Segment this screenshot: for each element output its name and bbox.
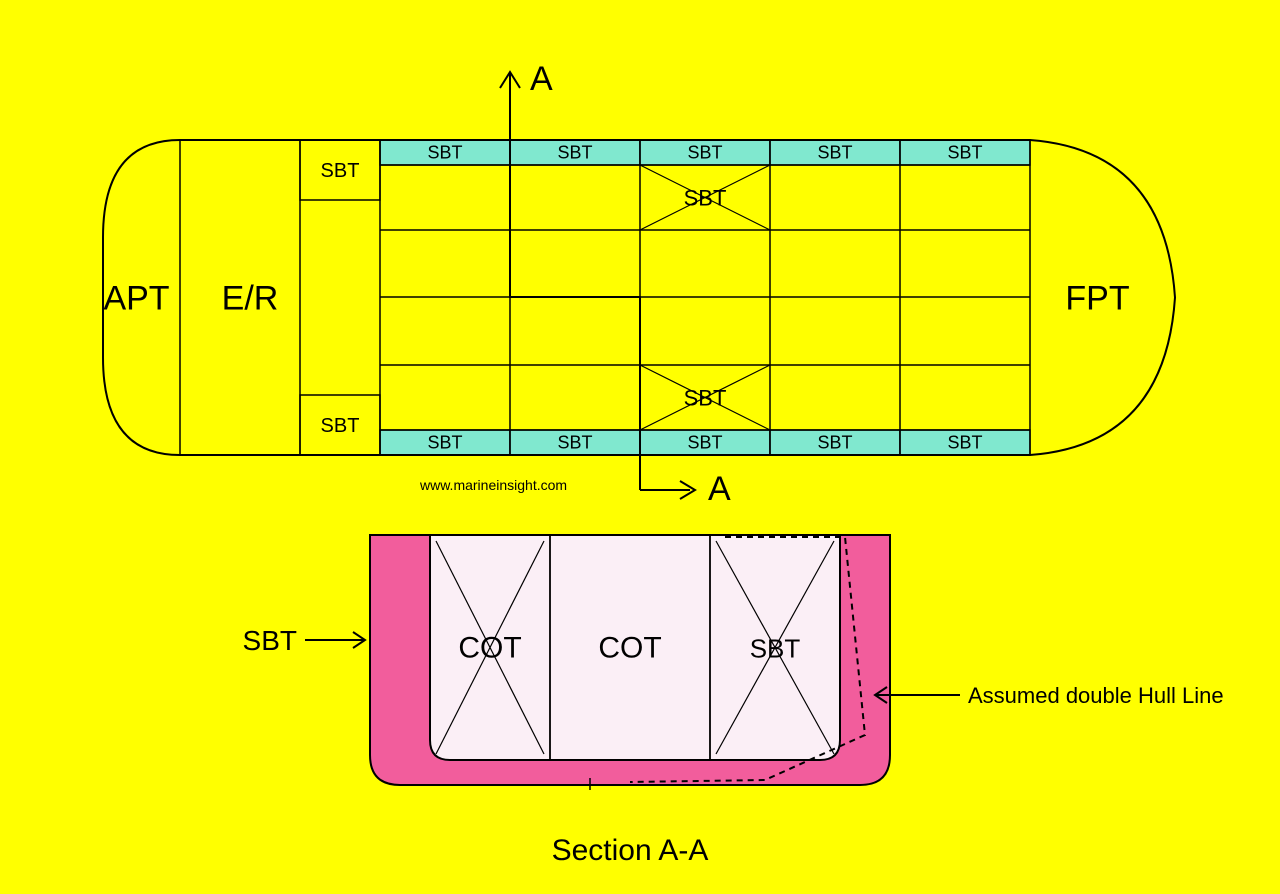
sbt-cell-label: SBT <box>684 386 727 411</box>
double-hull-leader-label: Assumed double Hull Line <box>968 683 1224 708</box>
sbt-strip-label: SBT <box>557 433 592 453</box>
aft-sbt-label: SBT <box>321 160 360 182</box>
section-marker-a-top: A <box>530 60 553 98</box>
er-label: E/R <box>222 280 279 318</box>
sbt-leader-label: SBT <box>243 625 297 656</box>
sbt-section-label: SBT <box>750 634 801 664</box>
aft-sbt-label: SBT <box>321 415 360 437</box>
sbt-strip-label: SBT <box>427 143 462 163</box>
sbt-cell-label: SBT <box>684 186 727 211</box>
section-cut-line <box>510 72 640 490</box>
section-marker-a-bottom: A <box>708 470 731 508</box>
cot-label: COT <box>598 632 661 665</box>
ship-diagram: SBT SBT SBT SBT SBT SBT SBT SBT SBT SBT SBT SBT SBT S… <box>0 0 1280 894</box>
sbt-strip-label: SBT <box>817 433 852 453</box>
cot-label: COT <box>458 632 521 665</box>
sbt-strip-label: SBT <box>947 143 982 163</box>
sbt-strip-label: SBT <box>817 143 852 163</box>
fpt-label: FPT <box>1065 280 1129 318</box>
sbt-strip-label: SBT <box>947 433 982 453</box>
sbt-strip-label: SBT <box>557 143 592 163</box>
sbt-strip-label: SBT <box>687 143 722 163</box>
section-title: Section A-A <box>552 834 709 867</box>
sbt-strip-label: SBT <box>687 433 722 453</box>
apt-label: APT <box>103 280 169 318</box>
sbt-strip-label: SBT <box>427 433 462 453</box>
website-credit: www.marineinsight.com <box>419 477 567 493</box>
